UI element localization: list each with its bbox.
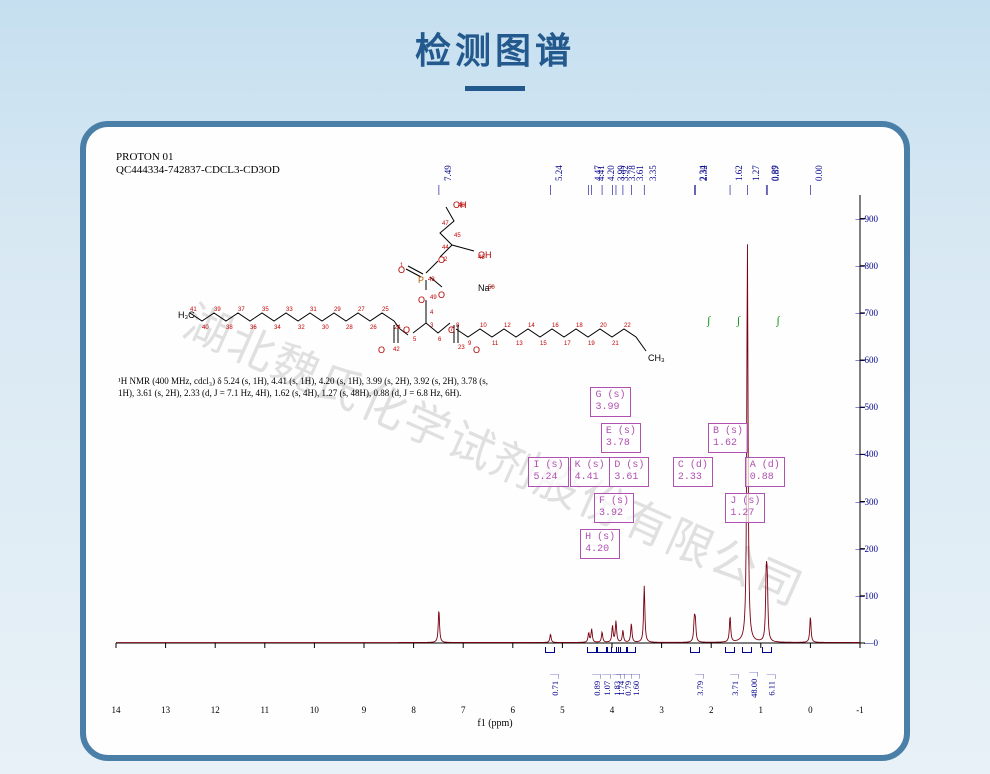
x-tick: 12 <box>211 705 220 715</box>
x-tick: 7 <box>461 705 466 715</box>
y-tick: —600 <box>856 355 879 365</box>
x-tick: 11 <box>260 705 269 715</box>
x-tick: 8 <box>411 705 416 715</box>
annot-box-I: I (s)5.24 <box>528 457 568 487</box>
spectrum-frame: PROTON 01 QC444334-742837-CDCL3-CD3OD 湖北… <box>80 121 910 761</box>
x-axis-label: f1 (ppm) <box>477 718 512 729</box>
page-title: 检测图谱 <box>0 0 990 74</box>
x-tick: 14 <box>112 705 121 715</box>
title-underline <box>465 86 525 91</box>
spectrum-area: PROTON 01 QC444334-742837-CDCL3-CD3OD 湖北… <box>108 145 882 737</box>
x-tick: 13 <box>161 705 170 715</box>
x-tick: 6 <box>511 705 516 715</box>
y-tick: —0 <box>865 638 879 648</box>
integral-curve: ∫ <box>777 315 780 327</box>
y-tick: —900 <box>856 214 879 224</box>
x-tick: 10 <box>310 705 319 715</box>
x-tick: 9 <box>362 705 367 715</box>
x-tick: -1 <box>856 705 864 715</box>
annot-box-D: D (s)3.61 <box>609 457 649 487</box>
x-tick: 0 <box>808 705 813 715</box>
x-tick: 1 <box>759 705 764 715</box>
integral-curve: ∫ <box>737 315 740 327</box>
annot-box-A: A (d)0.88 <box>745 457 785 487</box>
annot-box-E: E (s)3.78 <box>601 423 641 453</box>
annot-box-G: G (s)3.99 <box>590 387 630 417</box>
y-tick: —100 <box>856 591 879 601</box>
y-tick: —200 <box>856 544 879 554</box>
integral: 0.71 ⏌ <box>549 670 561 696</box>
y-tick: —500 <box>856 402 879 412</box>
y-tick: —300 <box>856 497 879 507</box>
y-tick: —800 <box>856 261 879 271</box>
x-tick: 3 <box>659 705 664 715</box>
annot-box-B: B (s)1.62 <box>708 423 748 453</box>
spectrum-plot <box>108 145 894 745</box>
integral: 1.60 ⏌ <box>630 670 642 696</box>
integral: 3.71 ⏌ <box>729 670 741 696</box>
y-tick: —400 <box>856 449 879 459</box>
annot-box-H: H (s)4.20 <box>580 529 620 559</box>
annot-box-F: F (s)3.92 <box>594 493 634 523</box>
y-tick: —700 <box>856 308 879 318</box>
x-tick: 5 <box>560 705 565 715</box>
x-tick: 2 <box>709 705 714 715</box>
x-tick: 4 <box>610 705 615 715</box>
annot-box-J: J (s)1.27 <box>725 493 765 523</box>
integral: 48.00 ⏌ <box>748 668 760 698</box>
integral: 3.79 ⏌ <box>694 670 706 696</box>
annot-box-K: K (s)4.41 <box>570 457 610 487</box>
integral-curve: ∫ <box>707 315 710 327</box>
annot-box-C: C (d)2.33 <box>673 457 713 487</box>
integral: 6.11 ⏌ <box>765 670 777 695</box>
